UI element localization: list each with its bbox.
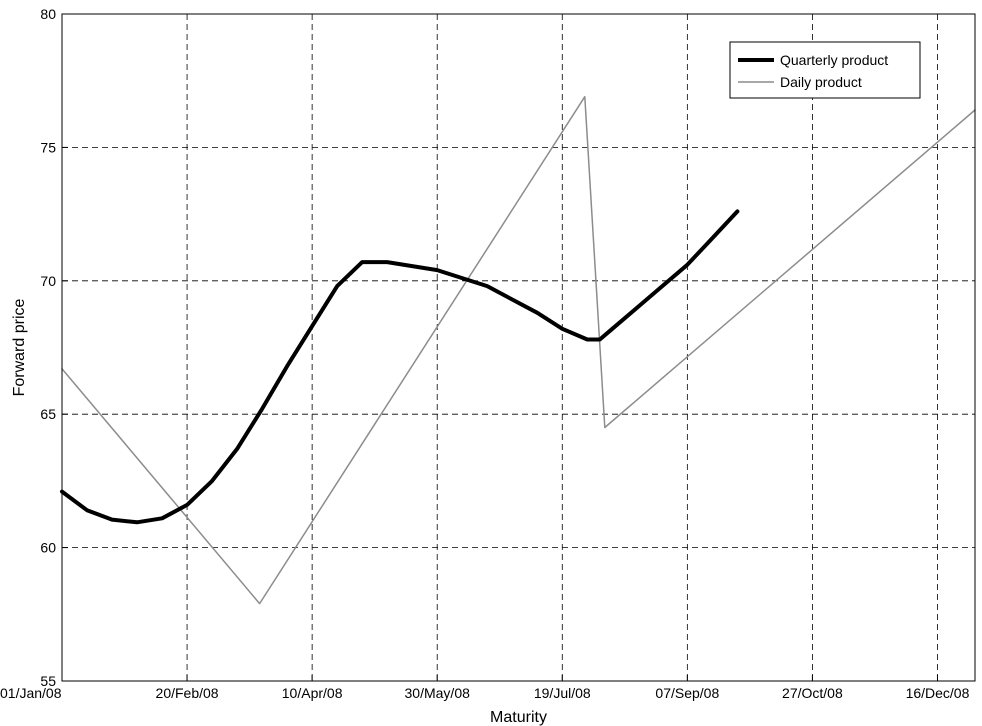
legend-box [729,41,921,99]
y-axis-ticks: 55 60 65 70 75 80 [40,6,68,689]
grid-lines [62,14,975,681]
y-tick-label: 70 [40,273,56,289]
x-tick-label: 07/Sep/08 [655,685,719,701]
y-tick-label: 75 [40,139,56,155]
x-axis-ticks: 01/Jan/08 20/Feb/08 10/Apr/08 30/May/08 19/J… [0,675,970,701]
series-layer [60,95,976,605]
y-axis-title: Forward price [11,299,28,397]
y-tick-label: 65 [40,406,56,422]
legend-label-daily-product: Daily product [780,74,862,90]
legend: Quarterly product Daily product [729,41,921,99]
plot-area-frame [61,13,976,682]
x-tick-label: 16/Dec/08 [906,685,970,701]
x-tick-label: 10/Apr/08 [282,685,343,701]
x-tick-label: 20/Feb/08 [156,685,219,701]
legend-label-quarterly-product: Quarterly product [780,52,888,68]
y-tick-label: 60 [40,540,56,556]
x-tick-label: 30/May/08 [405,685,471,701]
x-tick-label: 19/Jul/08 [534,685,591,701]
y-tick-label: 80 [40,6,56,22]
y-tick-label: 55 [40,673,56,689]
series-line-quarterly-product [60,209,740,525]
x-tick-label: 27/Oct/08 [782,685,843,701]
x-tick-label: 01/Jan/08 [0,685,62,701]
x-axis-title: Maturity [490,709,547,726]
series-line-daily-product [61,95,976,605]
